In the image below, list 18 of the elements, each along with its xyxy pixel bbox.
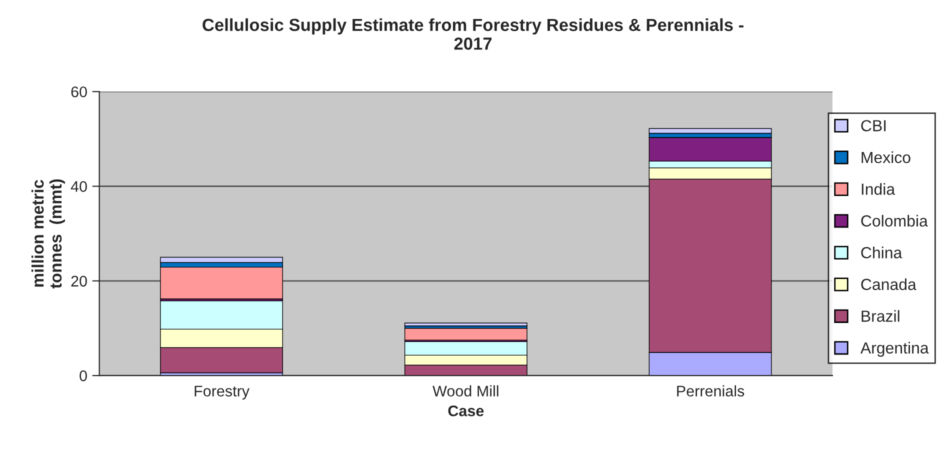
legend-label: India [862, 183, 896, 195]
chart-title: Cellulosic Supply Estimate from Forestry Residues & Perennials - 2017 [202, 18, 744, 50]
legend-label: CBI [861, 120, 886, 132]
y-tick-label: 0 [80, 370, 87, 382]
y-tick-label: 60 [71, 86, 87, 98]
legend-label: Argentina [860, 342, 929, 357]
legend-label: Colombia [861, 214, 928, 227]
y-tick-label: 20 [71, 276, 87, 287]
x-tick-label: Wood Mill [432, 385, 498, 397]
x-tick-label: Perrenials [677, 385, 744, 397]
y-tick-label: 40 [70, 181, 87, 192]
legend-label: Mexico [862, 151, 910, 164]
legend-label: Canada [861, 278, 916, 290]
y-axis-title: million metric tonnes (mmt) [31, 179, 65, 288]
x-axis-title: Case [448, 405, 484, 416]
legend-label: Brazil [862, 310, 900, 322]
x-tick-label: Forestry [194, 386, 250, 400]
legend-label: China [861, 246, 902, 258]
